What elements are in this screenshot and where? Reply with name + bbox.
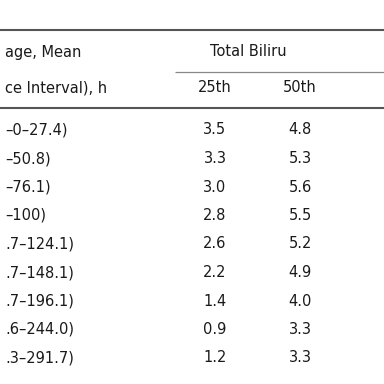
Text: 1.4: 1.4 <box>204 293 227 308</box>
Text: Total Biliru: Total Biliru <box>210 45 286 60</box>
Text: 2.2: 2.2 <box>203 265 227 280</box>
Text: 4.9: 4.9 <box>288 265 312 280</box>
Text: –50.8): –50.8) <box>5 151 51 166</box>
Text: 5.5: 5.5 <box>288 208 312 223</box>
Text: .7–124.1): .7–124.1) <box>5 237 74 252</box>
Text: 0.9: 0.9 <box>203 322 227 337</box>
Text: 4.0: 4.0 <box>288 293 312 308</box>
Text: .6–244.0): .6–244.0) <box>5 322 74 337</box>
Text: ce Interval), h: ce Interval), h <box>5 81 107 96</box>
Text: 5.3: 5.3 <box>288 151 311 166</box>
Text: 3.3: 3.3 <box>204 151 227 166</box>
Text: 1.2: 1.2 <box>203 351 227 366</box>
Text: –76.1): –76.1) <box>5 179 51 195</box>
Text: 3.3: 3.3 <box>288 322 311 337</box>
Text: 5.2: 5.2 <box>288 237 312 252</box>
Text: –0–27.4): –0–27.4) <box>5 122 68 137</box>
Text: 5.6: 5.6 <box>288 179 312 195</box>
Text: 4.8: 4.8 <box>288 122 312 137</box>
Text: .3–291.7): .3–291.7) <box>5 351 74 366</box>
Text: 3.5: 3.5 <box>204 122 227 137</box>
Text: 25th: 25th <box>198 81 232 96</box>
Text: .7–196.1): .7–196.1) <box>5 293 74 308</box>
Text: 2.6: 2.6 <box>203 237 227 252</box>
Text: –100): –100) <box>5 208 46 223</box>
Text: .7–148.1): .7–148.1) <box>5 265 74 280</box>
Text: 3.0: 3.0 <box>204 179 227 195</box>
Text: 50th: 50th <box>283 81 317 96</box>
Text: 3.3: 3.3 <box>288 351 311 366</box>
Text: 2.8: 2.8 <box>203 208 227 223</box>
Text: age, Mean: age, Mean <box>5 45 81 60</box>
